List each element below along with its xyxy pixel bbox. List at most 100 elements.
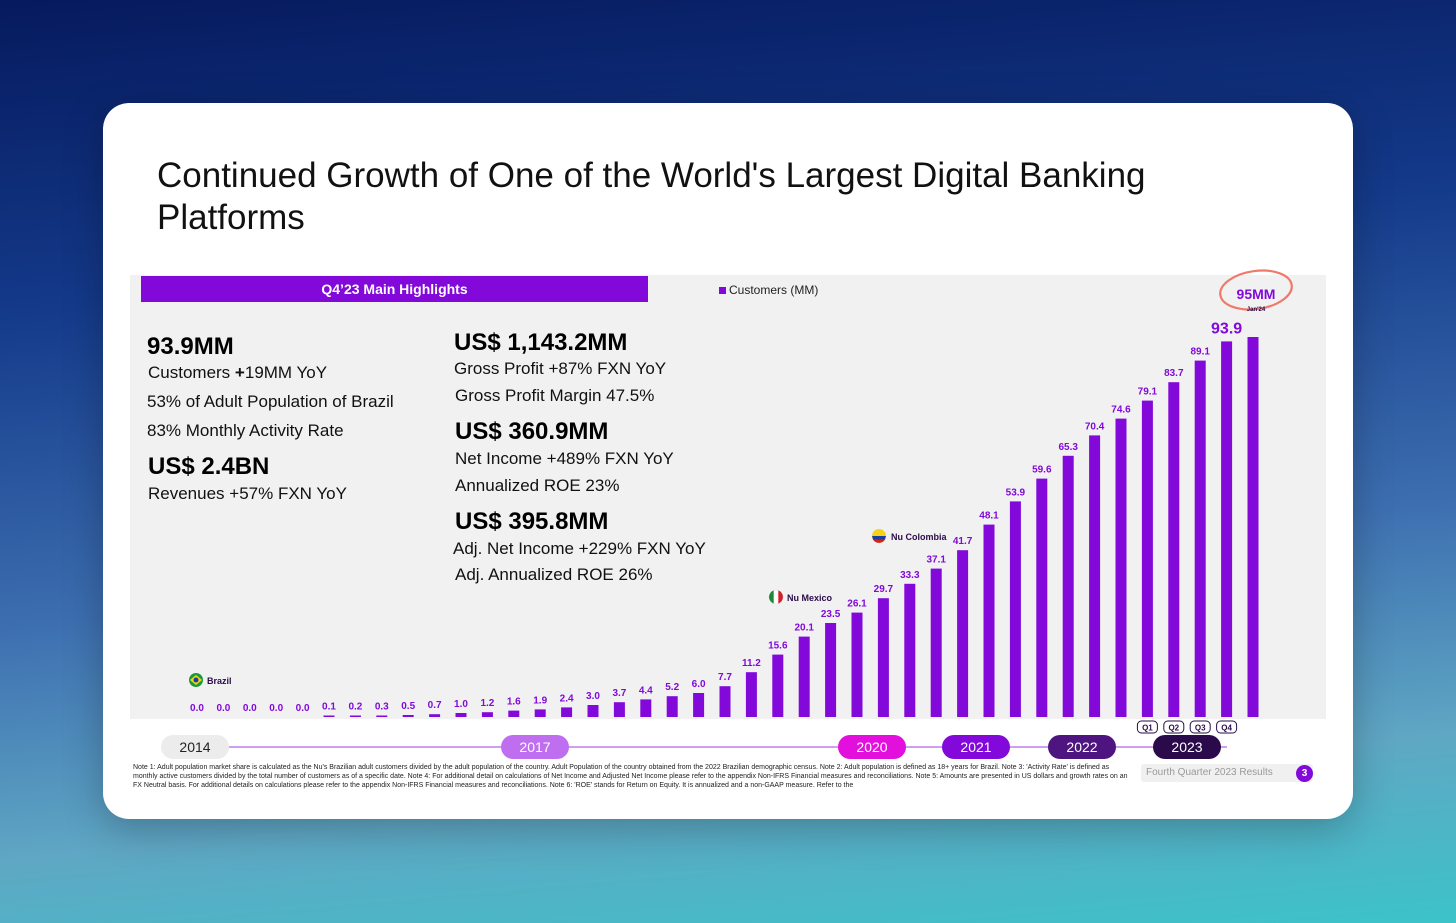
value-label-21: 11.2 (742, 658, 761, 669)
value-label-3: 0.0 (269, 703, 283, 714)
customers-line-plus: + (234, 363, 245, 382)
value-label-20: 7.7 (718, 672, 732, 683)
bar-7 (376, 715, 388, 717)
bar-8 (402, 715, 414, 717)
quarter-box-Q1 (1136, 720, 1158, 734)
quarter-box-Q3 (1189, 720, 1211, 734)
bar-38 (1194, 360, 1206, 717)
bar-13 (534, 709, 546, 717)
bar-14 (561, 707, 573, 717)
population-line: 53% of Adult Population of Brazil (147, 392, 394, 411)
value-label-19: 6.0 (692, 679, 706, 690)
value-label-22: 15.6 (768, 641, 788, 652)
quarter-box-Q2 (1163, 720, 1185, 734)
adj-roe-line: Adj. Annualized ROE 26% (455, 565, 653, 584)
bar-30 (983, 524, 995, 717)
gross-margin-line: Gross Profit Margin 47.5% (455, 386, 655, 405)
bar-16 (613, 702, 625, 717)
value-label-7: 0.3 (375, 702, 389, 713)
bar-10 (455, 713, 467, 717)
bar-12 (508, 710, 520, 717)
value-label-31: 53.9 (1006, 487, 1026, 498)
revenue-stat: US$ 2.4BN (148, 453, 270, 480)
timeline-line (227, 746, 1227, 748)
bar-33 (1062, 455, 1074, 717)
bar-19 (693, 693, 705, 717)
bar-26 (877, 598, 889, 717)
value-label-10: 1.0 (454, 699, 468, 710)
colombia-label: Nu Colombia (891, 532, 947, 542)
value-label-6: 0.2 (348, 702, 362, 713)
customers-growth-line: Customers +19MM YoY (148, 363, 327, 383)
colombia-flag-blue (872, 536, 886, 540)
value-label-25: 26.1 (847, 599, 867, 610)
value-label-11: 1.2 (480, 698, 494, 709)
customers-stat: 93.9MM (147, 333, 234, 360)
mexico-flag-red (778, 590, 783, 604)
value-label-29: 41.7 (953, 536, 973, 547)
slide-title: Continued Growth of One of the World's L… (157, 156, 1146, 237)
quarter-label-Q4: Q4 (1221, 724, 1232, 733)
value-label-24: 23.5 (821, 609, 841, 620)
highlights-header: Q4’23 Main Highlights (141, 276, 648, 302)
value-label-32: 59.6 (1032, 465, 1052, 476)
customers-line-prefix: Customers (148, 363, 235, 382)
value-label-14: 2.4 (560, 693, 574, 704)
brazil-label: Brazil (207, 676, 232, 686)
bar-20 (719, 686, 731, 717)
bar-25 (851, 612, 863, 717)
year-2020: 2020 (838, 735, 906, 759)
quarter-label-Q2: Q2 (1168, 724, 1179, 733)
value-label-13: 1.9 (533, 695, 547, 706)
activity-line: 83% Monthly Activity Rate (147, 421, 344, 440)
legend-label: Customers (MM) (729, 283, 819, 297)
page-number: 3 (1296, 765, 1313, 782)
value-label-12: 1.6 (507, 697, 521, 708)
value-label-8: 0.5 (401, 701, 415, 712)
quarter-label-Q3: Q3 (1195, 724, 1206, 733)
gross-profit-stat: US$ 1,143.2MM (454, 329, 628, 356)
chart-legend: Customers (MM) (719, 283, 818, 297)
value-label-28: 37.1 (926, 555, 946, 566)
bar-32 (1036, 478, 1048, 717)
year-2023: 2023 (1153, 735, 1221, 759)
value-label-23: 20.1 (794, 623, 814, 634)
bar-36 (1141, 400, 1153, 717)
bar-40 (1247, 337, 1259, 717)
value-label-1: 0.0 (216, 703, 230, 714)
value-label-39: 93.9 (1211, 320, 1242, 337)
bar-22 (772, 654, 784, 717)
customers-line-suffix: 19MM YoY (244, 363, 328, 382)
slide-card: Continued Growth of One of the World's L… (103, 103, 1353, 819)
revenue-line: Revenues +57% FXN YoY (148, 484, 347, 503)
value-label-15: 3.0 (586, 691, 600, 702)
value-label-36: 79.1 (1138, 387, 1158, 398)
bar-35 (1115, 418, 1127, 717)
bar-23 (798, 636, 810, 717)
bar-37 (1168, 382, 1180, 717)
customers-bar-chart: 0.0 0.0 0.0 0.0 0.0 0.1 0.2 0.3 0.5 0.7 1.0 1.2 1.6 1… (189, 269, 1293, 734)
bar-34 (1089, 435, 1101, 717)
adj-net-income-line: Adj. Net Income +229% FXN YoY (453, 539, 706, 558)
value-label-16: 3.7 (612, 688, 626, 699)
bar-24 (825, 623, 837, 717)
value-label-0: 0.0 (190, 703, 204, 714)
bar-9 (429, 714, 441, 717)
value-label-33: 65.3 (1058, 442, 1078, 453)
bar-5 (323, 715, 335, 717)
footer-label: Fourth Quarter 2023 Results (1141, 764, 1313, 782)
value-label-2: 0.0 (243, 703, 257, 714)
jan-value-label: 95MM (1237, 286, 1276, 302)
value-label-38: 89.1 (1190, 347, 1210, 358)
bar-21 (745, 672, 757, 717)
bar-11 (481, 712, 493, 717)
bar-15 (587, 705, 599, 717)
bar-27 (904, 583, 916, 717)
quarter-label-Q1: Q1 (1142, 724, 1153, 733)
chart-panel (130, 275, 1326, 719)
legend-swatch (719, 287, 726, 295)
bar-29 (957, 550, 969, 717)
roe-line: Annualized ROE 23% (455, 476, 620, 495)
colombia-flag-red (873, 539, 885, 543)
value-label-9: 0.7 (428, 700, 442, 711)
